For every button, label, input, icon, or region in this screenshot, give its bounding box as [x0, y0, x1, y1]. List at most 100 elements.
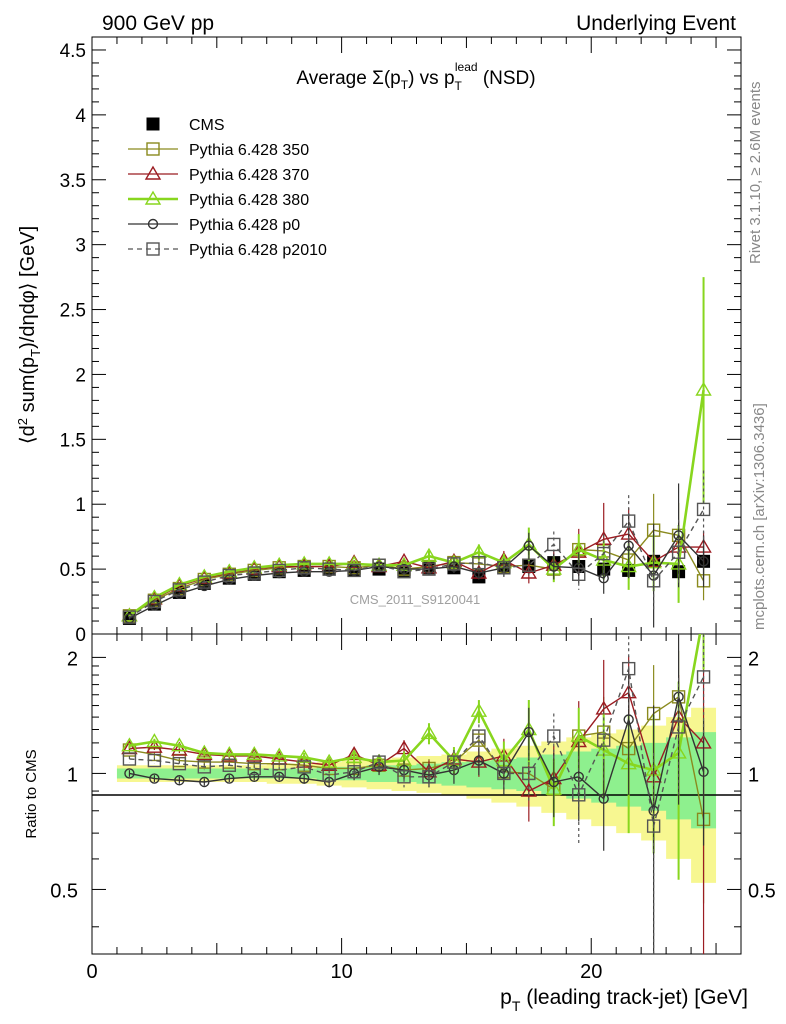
ratio-panel: 0.5 0.5 1 1 2 2 Ratio to CMS [23, 633, 776, 955]
pythia-6-428-p2010-point [597, 546, 611, 561]
legend-pythia-6-428-p0-point [147, 218, 159, 230]
pythia-6-428-380-point [171, 737, 188, 752]
main-panel: 0 0.5 1 1.5 2 2.5 3 3.5 4 4.5 Average Σ(pT) vs pT… [15, 36, 742, 954]
band-1sigma [116, 732, 717, 829]
pythia-6-428-p2010-point [397, 770, 411, 784]
pythia-6-428-p2010-point [322, 768, 336, 782]
pythia-6-428-p2010-point [147, 594, 162, 609]
pythia-6-428-380-point [295, 555, 313, 570]
pythia-6-428-p2010-point [447, 755, 461, 769]
pythia-6-428-p2010-point [422, 562, 436, 576]
pythia-6-428-p2010-point [572, 567, 586, 581]
legend-label: Pythia 6.428 350 [189, 142, 309, 159]
main-y-tick-labels: 0 0.5 1 1.5 2 2.5 3 3.5 4 4.5 [60, 41, 87, 646]
pythia-6-428-380-point [196, 744, 213, 759]
pythia-6-428-p2010-line [129, 668, 705, 827]
pythia-6-428-p2010-point [172, 583, 187, 597]
legend-pythia-6-428-350-point [146, 142, 160, 156]
pythia-6-428-p0-point [523, 726, 535, 738]
pythia-6-428-p2010-point [172, 756, 187, 771]
ratio-y-tick-labels: 0.5 0.5 1 1 2 2 [50, 648, 776, 902]
ratio-series-layer [121, 634, 712, 954]
series-pythia-6-428-p2010 [122, 470, 711, 624]
pythia-6-428-370-point [171, 741, 188, 756]
pythia-6-428-380-line [128, 389, 705, 617]
ratio-y-tick-label: 0.5 [50, 880, 78, 902]
pythia-6-428-p2010-point [247, 761, 261, 776]
main-axis-ticks [91, 37, 742, 954]
pythia-6-428-p0-point [124, 768, 135, 779]
pythia-6-428-p0-point [224, 773, 235, 784]
series-pythia-6-428-p2010 [122, 634, 711, 954]
legend-label: CMS [189, 117, 225, 134]
pythia-6-428-380-point [270, 747, 288, 762]
pythia-6-428-p2010-point [621, 514, 636, 528]
ratio-y-tick-label: 1 [67, 764, 78, 786]
ratio-y-tick-label-right: 0.5 [748, 880, 776, 902]
pythia-6-428-p0-point [274, 567, 285, 579]
pythia-6-428-p2010-point [322, 562, 336, 576]
pythia-6-428-380-point [420, 725, 438, 740]
main-y-tick-label: 4 [75, 106, 86, 127]
pythia-6-428-p2010-point [696, 670, 711, 684]
pythia-6-428-380-point [146, 733, 163, 748]
pythia-6-428-p2010-point [397, 565, 411, 579]
pythia-6-428-p2010-point [247, 566, 261, 580]
pythia-6-428-p2010-point [372, 558, 386, 572]
ratio-frame [91, 633, 742, 955]
pythia-6-428-p2010-point [272, 763, 286, 777]
pythia-6-428-p0-point [174, 775, 185, 786]
legend-pythia-6-428-370-point [144, 165, 162, 180]
analysis-tag: CMS_2011_S9120041 [350, 592, 481, 607]
pythia-6-428-p2010-point [447, 557, 461, 571]
pythia-6-428-p0-point [249, 771, 260, 783]
legend-item-pythia-6-428-380: Pythia 6.428 380 [128, 190, 309, 209]
legend-pythia-6-428-380-point [144, 190, 162, 205]
pythia-6-428-p2010-point [497, 766, 511, 781]
pythia-6-428-p0-point [698, 766, 709, 777]
x-axis-label: pT (leading track-jet) [GeV] [500, 986, 748, 1014]
pythia-6-428-p2010-point [347, 765, 361, 779]
rivet-version-label: Rivet 3.1.10, ≥ 2.6M events [747, 82, 764, 265]
pythia-6-428-p2010-point [696, 502, 711, 517]
ratio-y-tick-label: 2 [67, 648, 78, 670]
legend-label: Pythia 6.428 370 [189, 167, 309, 184]
pythia-6-428-370-point [520, 564, 538, 579]
main-y-axis-label: ⟨d2 sum(pT)/dηdφ⟩ [GeV] [15, 226, 43, 444]
main-series-layer [121, 277, 712, 628]
pythia-6-428-p2010-point [122, 610, 137, 624]
pythia-6-428-380-point [246, 746, 263, 761]
main-title: Average Σ(pT) vs pTlead (NSD) [296, 60, 535, 93]
ratio-axis-ticks [92, 656, 741, 928]
pythia-6-428-380-point [420, 547, 438, 562]
main-y-tick-label: 1.5 [60, 430, 86, 451]
main-y-tick-label: 1 [75, 495, 86, 516]
pythia-6-428-p2010-point [422, 770, 436, 784]
legend-cms-point [146, 117, 160, 131]
pythia-6-428-p2010-point [671, 545, 686, 559]
legend-pythia-6-428-p2010-point [146, 242, 160, 256]
pythia-6-428-380-point [320, 753, 338, 768]
pythia-6-428-p2010-point [646, 574, 661, 588]
pythia-6-428-380-point [695, 381, 712, 396]
x-tick-label: 10 [330, 961, 352, 983]
legend-item-pythia-6-428-p0: Pythia 6.428 p0 [128, 217, 300, 234]
pythia-6-428-380-point [470, 702, 488, 717]
pythia-6-428-p0-point [473, 755, 485, 766]
x-tick-labels: 0 10 20 [86, 961, 602, 983]
pythia-6-428-p2010-point [671, 720, 686, 734]
pythia-6-428-p2010-point [472, 555, 486, 570]
ratio-uncertainty-bands [116, 707, 717, 883]
pythia-6-428-p0-point [523, 540, 535, 551]
main-y-tick-label: 2.5 [60, 301, 86, 322]
pythia-6-428-p0-point [698, 556, 709, 567]
pythia-6-428-p2010-point [522, 766, 536, 781]
pythia-6-428-p0-point [548, 561, 559, 572]
legend-label: Pythia 6.428 380 [189, 192, 309, 209]
pythia-6-428-p2010-point [297, 561, 311, 575]
pythia-6-428-p2010-point [497, 561, 511, 575]
legend: CMS Pythia 6.428 350 Pythia 6.428 370 Pythi… [128, 117, 327, 259]
pythia-6-428-p0-point [598, 793, 609, 804]
pythia-6-428-p0-point [623, 714, 634, 725]
